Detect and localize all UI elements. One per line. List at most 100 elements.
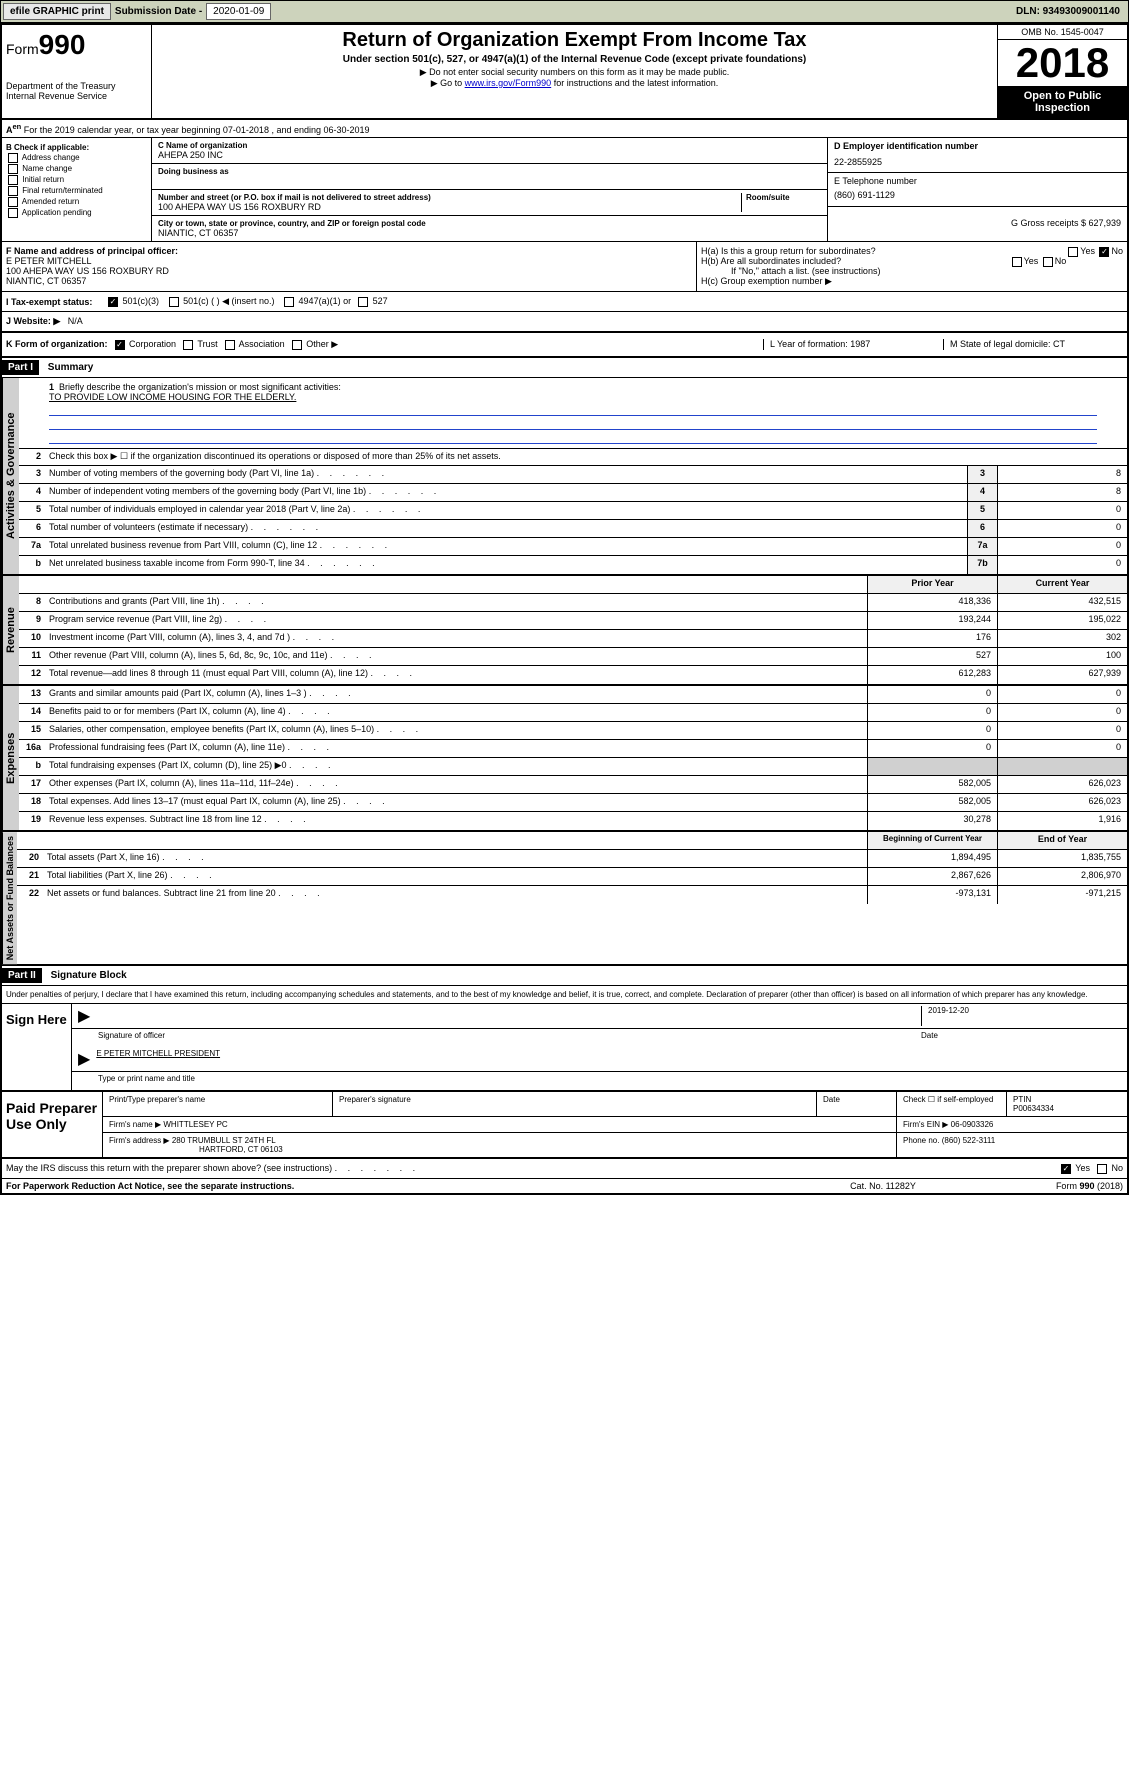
cb-initial-return[interactable]: Initial return — [6, 175, 147, 185]
cb-name-change[interactable]: Name change — [6, 164, 147, 174]
section-revenue: Revenue Prior Year Current Year 8 Contri… — [2, 576, 1127, 686]
phone: (860) 691-1129 — [834, 190, 1121, 200]
line-13: 13 Grants and similar amounts paid (Part… — [19, 686, 1127, 704]
topbar: efile GRAPHIC print Submission Date - 20… — [0, 0, 1129, 23]
line-20: 20 Total assets (Part X, line 16) . . . … — [17, 850, 1127, 868]
side-expenses: Expenses — [2, 686, 19, 830]
tax-year: 2018 — [998, 40, 1127, 86]
ptin: P00634334 — [1013, 1104, 1054, 1113]
form-prefix: Form — [6, 41, 39, 57]
tax-period: Aen For the 2019 calendar year, or tax y… — [2, 120, 1127, 138]
line-6: 6 Total number of volunteers (estimate i… — [19, 520, 1127, 538]
line-4: 4 Number of independent voting members o… — [19, 484, 1127, 502]
form-note-link: ▶ Go to www.irs.gov/Form990 for instruct… — [156, 78, 993, 89]
irs-link[interactable]: www.irs.gov/Form990 — [465, 78, 552, 88]
col-prior: Prior Year — [867, 576, 997, 593]
section-expenses: Expenses 13 Grants and similar amounts p… — [2, 686, 1127, 832]
col-current: Current Year — [997, 576, 1127, 593]
box-b: B Check if applicable: Address change Na… — [2, 138, 152, 241]
col-begin: Beginning of Current Year — [867, 832, 997, 849]
officer-city: NIANTIC, CT 06357 — [6, 276, 692, 286]
arrow-icon: ▶ — [78, 1049, 96, 1069]
row-j-website: J Website: ▶ N/A — [2, 312, 1127, 333]
firm-ein: Firm's EIN ▶ 06-0903326 — [897, 1117, 1127, 1132]
cat-no: Cat. No. 11282Y — [783, 1181, 983, 1191]
perjury-declaration: Under penalties of perjury, I declare th… — [2, 986, 1127, 1004]
line-9: 9 Program service revenue (Part VIII, li… — [19, 612, 1127, 630]
cb-corp[interactable]: Corporation — [113, 339, 177, 349]
submission-date: 2020-01-09 — [206, 3, 271, 20]
form-number: 990 — [39, 29, 86, 60]
cb-amended[interactable]: Amended return — [6, 197, 147, 207]
line-3: 3 Number of voting members of the govern… — [19, 466, 1127, 484]
ein: 22-2855925 — [834, 157, 1121, 167]
cb-assoc[interactable]: Association — [223, 339, 285, 349]
line-10: 10 Investment income (Part VIII, column … — [19, 630, 1127, 648]
line-b: b Total fundraising expenses (Part IX, c… — [19, 758, 1127, 776]
cb-app-pending[interactable]: Application pending — [6, 208, 147, 218]
line-b: b Net unrelated business taxable income … — [19, 556, 1127, 574]
line-18: 18 Total expenses. Add lines 13–17 (must… — [19, 794, 1127, 812]
box-c: C Name of organization AHEPA 250 INC Doi… — [152, 138, 827, 241]
line-5: 5 Total number of individuals employed i… — [19, 502, 1127, 520]
line-12: 12 Total revenue—add lines 8 through 11 … — [19, 666, 1127, 684]
signature-section: Under penalties of perjury, I declare th… — [2, 986, 1127, 1092]
form-footer: For Paperwork Reduction Act Notice, see … — [2, 1179, 1127, 1193]
gross-receipts: G Gross receipts $ 627,939 — [828, 207, 1127, 241]
h-c: H(c) Group exemption number ▶ — [701, 276, 1123, 287]
side-revenue: Revenue — [2, 576, 19, 684]
efile-print-button[interactable]: efile GRAPHIC print — [3, 3, 111, 20]
cb-527[interactable]: 527 — [356, 296, 388, 307]
officer-name: E PETER MITCHELL — [6, 256, 692, 266]
form-subtitle: Under section 501(c), 527, or 4947(a)(1)… — [156, 54, 993, 65]
part1-header: Part I Summary — [2, 358, 1127, 378]
row-k: K Form of organization: Corporation Trus… — [2, 333, 1127, 358]
org-address: 100 AHEPA WAY US 156 ROXBURY RD — [158, 202, 741, 212]
form-header: Form990 Department of the Treasury Inter… — [2, 25, 1127, 120]
org-city: NIANTIC, CT 06357 — [158, 228, 821, 238]
side-netassets: Net Assets or Fund Balances — [2, 832, 17, 964]
h-b-note: If "No," attach a list. (see instruction… — [701, 266, 1123, 276]
cb-final-return[interactable]: Final return/terminated — [6, 186, 147, 196]
section-governance: Activities & Governance 1 Briefly descri… — [2, 378, 1127, 576]
form-title: Return of Organization Exempt From Incom… — [156, 29, 993, 52]
line-19: 19 Revenue less expenses. Subtract line … — [19, 812, 1127, 830]
paid-label: Paid Preparer Use Only — [2, 1092, 102, 1157]
line-21: 21 Total liabilities (Part X, line 26) .… — [17, 868, 1127, 886]
org-name: AHEPA 250 INC — [158, 150, 821, 160]
mission-text: TO PROVIDE LOW INCOME HOUSING FOR THE EL… — [49, 392, 296, 402]
line-17: 17 Other expenses (Part IX, column (A), … — [19, 776, 1127, 794]
cb-501c[interactable]: 501(c) ( ) ◀ (insert no.) — [167, 296, 275, 307]
cb-501c3[interactable]: 501(c)(3) — [106, 296, 159, 307]
sig-date: 2019-12-20 — [921, 1006, 1121, 1026]
check-self-employed[interactable]: Check ☐ if self-employed — [897, 1092, 1007, 1116]
form-note-ssn: ▶ Do not enter social security numbers o… — [156, 67, 993, 78]
section-netassets: Net Assets or Fund Balances Beginning of… — [2, 832, 1127, 966]
line-7a: 7a Total unrelated business revenue from… — [19, 538, 1127, 556]
h-b: H(b) Are all subordinates included? Yes … — [701, 256, 1123, 266]
omb-number: OMB No. 1545-0047 — [998, 25, 1127, 40]
line-2: Check this box ▶ ☐ if the organization d… — [45, 449, 1127, 465]
line-11: 11 Other revenue (Part VIII, column (A),… — [19, 648, 1127, 666]
irs-label: Internal Revenue Service — [6, 91, 147, 101]
cb-discuss-yes[interactable]: Yes — [1059, 1163, 1090, 1174]
side-governance: Activities & Governance — [2, 378, 19, 574]
form-990: Form990 Department of the Treasury Inter… — [0, 23, 1129, 1195]
col-end: End of Year — [997, 832, 1127, 849]
cb-trust[interactable]: Trust — [181, 339, 218, 349]
firm-phone: Phone no. (860) 522-3111 — [897, 1133, 1127, 1157]
cb-4947[interactable]: 4947(a)(1) or — [282, 296, 351, 307]
dept-treasury: Department of the Treasury — [6, 81, 147, 91]
officer-printed: E PETER MITCHELL PRESIDENT — [96, 1049, 1121, 1069]
form-foot: Form 990 (2018) — [983, 1181, 1123, 1191]
dln: DLN: 93493009001140 — [1016, 6, 1126, 17]
paid-preparer: Paid Preparer Use Only Print/Type prepar… — [2, 1092, 1127, 1159]
h-a: H(a) Is this a group return for subordin… — [701, 246, 1123, 256]
website-value: N/A — [68, 316, 83, 326]
cb-address-change[interactable]: Address change — [6, 153, 147, 163]
year-formation: L Year of formation: 1987 — [763, 339, 943, 350]
state-domicile: M State of legal domicile: CT — [943, 339, 1123, 350]
cb-other[interactable]: Other ▶ — [290, 339, 338, 349]
cb-discuss-no[interactable]: No — [1095, 1163, 1123, 1174]
firm-name: WHITTLESEY PC — [163, 1120, 227, 1129]
